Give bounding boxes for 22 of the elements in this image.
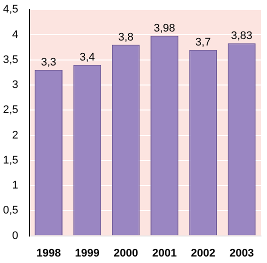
y-tick-label: 3,5 — [2, 54, 18, 66]
x-tick-label: 2003 — [229, 247, 254, 260]
y-tick-label: 1,5 — [2, 154, 18, 166]
x-tick-label: 2001 — [152, 247, 177, 260]
y-tick-label: 4 — [12, 28, 18, 41]
y-tick-label: 1 — [12, 180, 18, 192]
data-label: 3,8 — [118, 31, 134, 44]
x-tick-label: 1998 — [36, 247, 61, 260]
data-label: 3,83 — [230, 30, 252, 42]
y-tick-label: 0 — [12, 230, 18, 242]
y-tick-label: 2 — [12, 129, 18, 142]
data-label: 3,4 — [80, 51, 95, 64]
data-label: 3,3 — [40, 56, 56, 68]
y-tick-label: 0,5 — [2, 204, 18, 217]
x-tick-label: 2002 — [190, 247, 216, 260]
y-tick-label: 3 — [12, 79, 18, 92]
data-label: 3,7 — [195, 36, 211, 48]
x-tick-label: 1999 — [74, 247, 100, 260]
y-tick-label: 4,5 — [2, 4, 18, 16]
y-tick-label: 2,5 — [2, 104, 18, 116]
data-label: 3,98 — [154, 22, 176, 34]
x-tick-label: 2000 — [114, 247, 138, 260]
